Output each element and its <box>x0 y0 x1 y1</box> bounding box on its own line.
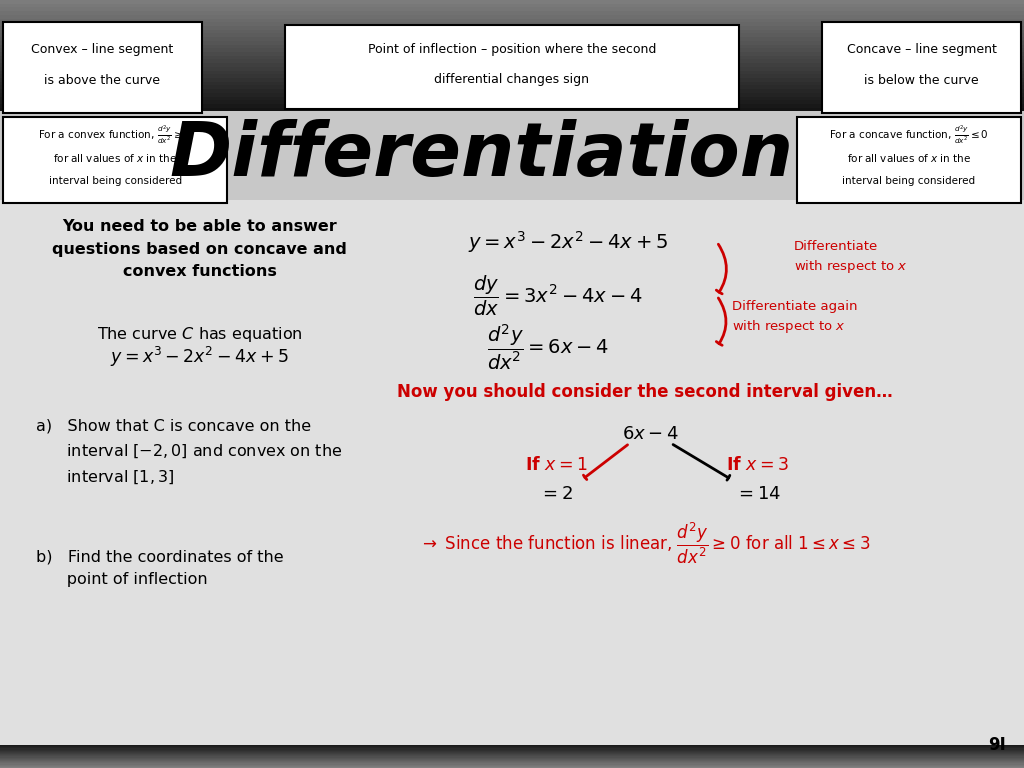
Bar <box>0 4 1024 8</box>
Text: interval being considered: interval being considered <box>48 176 182 187</box>
Bar <box>0 761 1024 762</box>
Bar <box>0 0 1024 4</box>
Bar <box>0 67 1024 71</box>
Bar <box>0 37 1024 41</box>
Bar <box>0 12 1024 15</box>
Text: Convex – line segment: Convex – line segment <box>32 44 173 56</box>
FancyBboxPatch shape <box>285 25 739 109</box>
Bar <box>0 26 1024 30</box>
Bar <box>0 104 1024 108</box>
Bar <box>0 200 1024 745</box>
Bar <box>0 74 1024 78</box>
Bar <box>0 41 1024 45</box>
Bar <box>0 22 1024 26</box>
Text: $\mathbf{If}\ x = 3$: $\mathbf{If}\ x = 3$ <box>726 455 790 474</box>
Bar <box>0 59 1024 63</box>
Bar <box>0 18 1024 22</box>
Bar <box>0 754 1024 756</box>
Text: $= 14$: $= 14$ <box>735 485 780 503</box>
Text: For a concave function, $\frac{d^2y}{dx^2} \leq 0$: For a concave function, $\frac{d^2y}{dx^… <box>828 124 989 147</box>
Bar <box>0 748 1024 750</box>
Bar <box>0 759 1024 760</box>
Bar <box>0 52 1024 56</box>
Text: is above the curve: is above the curve <box>44 74 161 87</box>
Bar <box>0 757 1024 759</box>
Bar <box>0 45 1024 48</box>
Text: a)   Show that C is concave on the
      interval $[-2,0]$ and convex on the
   : a) Show that C is concave on the interva… <box>36 419 342 485</box>
Bar <box>0 753 1024 754</box>
Text: $y = x^3 - 2x^2 - 4x + 5$: $y = x^3 - 2x^2 - 4x + 5$ <box>468 229 669 255</box>
Bar <box>0 750 1024 751</box>
Bar <box>0 89 1024 93</box>
Bar <box>0 85 1024 89</box>
Bar <box>0 100 1024 104</box>
Bar <box>0 756 1024 757</box>
Bar <box>0 78 1024 81</box>
Text: Differentiation: Differentiation <box>169 119 794 192</box>
Text: $y = x^3 - 2x^2 - 4x + 5$: $y = x^3 - 2x^2 - 4x + 5$ <box>111 345 289 369</box>
Text: interval being considered: interval being considered <box>842 176 976 187</box>
FancyBboxPatch shape <box>797 117 1021 203</box>
Bar <box>0 747 1024 748</box>
Text: The curve $C$ has equation: The curve $C$ has equation <box>97 325 302 343</box>
Text: $\dfrac{d^2y}{dx^2} = 6x - 4$: $\dfrac{d^2y}{dx^2} = 6x - 4$ <box>486 323 609 372</box>
Bar <box>0 15 1024 18</box>
Text: Concave – line segment: Concave – line segment <box>847 44 996 56</box>
Bar <box>0 746 1024 747</box>
Text: for all values of $x$ in the: for all values of $x$ in the <box>847 152 971 164</box>
Bar <box>0 765 1024 766</box>
Text: $\rightarrow$ Since the function is linear, $\dfrac{d^2y}{dx^2} \geq 0$ for all : $\rightarrow$ Since the function is line… <box>420 520 870 566</box>
Bar <box>0 766 1024 768</box>
Text: for all values of $x$ in the: for all values of $x$ in the <box>53 152 177 164</box>
Bar <box>0 762 1024 763</box>
Text: b)   Find the coordinates of the
      point of inflection: b) Find the coordinates of the point of … <box>36 549 284 587</box>
Bar <box>0 763 1024 765</box>
Text: Differentiate again
with respect to $x$: Differentiate again with respect to $x$ <box>732 300 858 335</box>
Bar <box>0 760 1024 761</box>
Bar <box>0 48 1024 52</box>
FancyBboxPatch shape <box>822 22 1021 113</box>
Bar <box>0 97 1024 101</box>
Text: $= 2$: $= 2$ <box>539 485 573 503</box>
Bar <box>0 63 1024 67</box>
Text: $6x - 4$: $6x - 4$ <box>622 425 679 443</box>
Bar <box>0 81 1024 85</box>
Text: Point of inflection – position where the second: Point of inflection – position where the… <box>368 44 656 56</box>
Bar <box>0 111 1024 200</box>
Text: For a convex function, $\frac{d^2y}{dx^2} \geq 0$: For a convex function, $\frac{d^2y}{dx^2… <box>38 124 193 147</box>
Bar <box>0 93 1024 97</box>
Bar <box>0 745 1024 746</box>
Bar <box>0 108 1024 111</box>
Text: Differentiate
with respect to $x$: Differentiate with respect to $x$ <box>794 240 907 275</box>
Bar <box>0 8 1024 12</box>
Text: differential changes sign: differential changes sign <box>434 73 590 85</box>
Text: 9I: 9I <box>988 737 1006 754</box>
Bar <box>0 56 1024 59</box>
FancyBboxPatch shape <box>3 22 202 113</box>
Text: You need to be able to answer
questions based on concave and
convex functions: You need to be able to answer questions … <box>52 219 347 280</box>
Bar <box>0 71 1024 74</box>
Bar <box>0 30 1024 34</box>
Text: $\mathbf{If}\ x = 1$: $\mathbf{If}\ x = 1$ <box>524 455 588 474</box>
Text: is below the curve: is below the curve <box>864 74 979 87</box>
Text: $\dfrac{dy}{dx} = 3x^2 - 4x - 4$: $\dfrac{dy}{dx} = 3x^2 - 4x - 4$ <box>473 273 643 318</box>
Bar <box>0 34 1024 37</box>
FancyBboxPatch shape <box>3 117 227 203</box>
Bar <box>0 752 1024 753</box>
Text: Now you should consider the second interval given…: Now you should consider the second inter… <box>397 382 893 401</box>
Bar <box>0 751 1024 752</box>
